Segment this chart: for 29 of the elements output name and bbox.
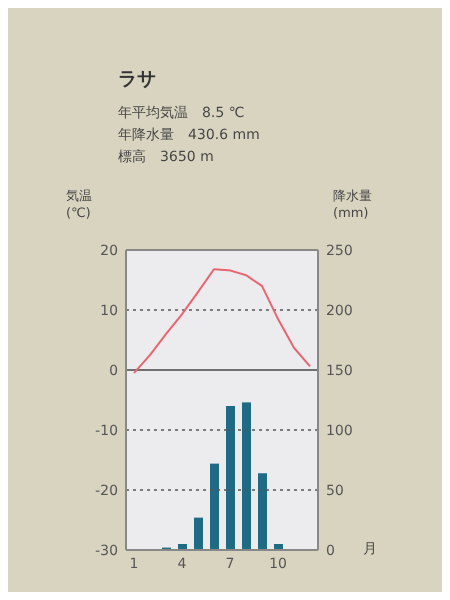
- y-tick-label: -10: [95, 422, 118, 439]
- bar: [194, 518, 203, 550]
- chart-title: ラサ: [118, 67, 156, 92]
- text: 年降水量 430.6 mm: [118, 126, 260, 144]
- x-axis-title: 月: [363, 540, 377, 558]
- bar: [226, 406, 235, 550]
- y2-tick-label: 200: [326, 302, 353, 319]
- y2-tick-label: 250: [326, 242, 353, 259]
- x-tick-label: 1: [130, 556, 138, 572]
- y-tick-label: 0: [109, 362, 118, 379]
- y2-tick-label: 100: [326, 422, 353, 439]
- bar: [210, 464, 219, 550]
- x-tick-label: 7: [226, 556, 234, 572]
- line-series: [133, 268, 311, 374]
- y2-axis-title: 降水量 (mm): [333, 188, 373, 222]
- y-tick-label: 10: [100, 302, 118, 319]
- text: 年平均気温 8.5 ℃: [118, 104, 244, 122]
- y-tick-label: 20: [100, 242, 118, 259]
- y-tick-label: -20: [95, 482, 118, 499]
- y2-tick-label: 150: [326, 362, 353, 379]
- x-tick-label: 10: [269, 556, 287, 572]
- bar: [258, 473, 267, 550]
- text: 標高 3650 m: [118, 148, 214, 166]
- y-axis-title: 気温 (℃): [66, 188, 93, 222]
- y-tick-label: -30: [95, 542, 118, 559]
- y2-tick-label: 0: [326, 542, 335, 559]
- y2-tick-label: 50: [326, 482, 344, 499]
- x-tick-label: 4: [178, 556, 187, 572]
- bar: [242, 402, 251, 550]
